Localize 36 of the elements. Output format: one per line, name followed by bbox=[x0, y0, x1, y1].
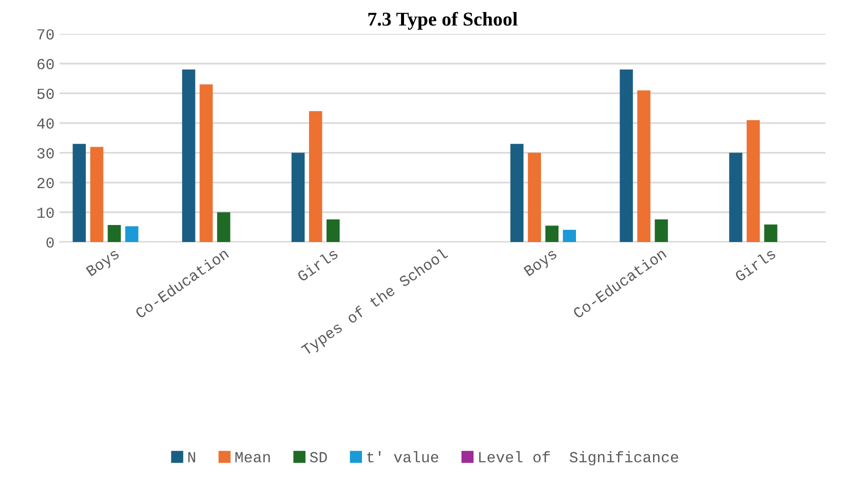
legend-label: N bbox=[188, 452, 196, 462]
y-tick-label: 30 bbox=[37, 148, 54, 158]
bar bbox=[562, 230, 576, 242]
bar bbox=[654, 219, 668, 242]
y-tick-label: 10 bbox=[37, 208, 54, 218]
bar bbox=[200, 84, 213, 242]
bar bbox=[637, 90, 650, 242]
bar bbox=[292, 152, 305, 242]
legend-label: t' value bbox=[367, 451, 438, 462]
bar bbox=[108, 225, 121, 242]
y-tick-label: 0 bbox=[46, 237, 54, 248]
legend-label: Level of Significance bbox=[479, 451, 678, 466]
bar bbox=[528, 152, 541, 242]
y-tick-label: 40 bbox=[37, 118, 54, 129]
bar bbox=[72, 144, 86, 242]
legend-label: Mean bbox=[235, 452, 270, 462]
bar bbox=[764, 224, 778, 242]
bar bbox=[326, 219, 340, 242]
bar bbox=[729, 152, 742, 242]
bar bbox=[125, 226, 138, 242]
y-tick-label: 50 bbox=[37, 88, 54, 100]
x-tick-label: Boys bbox=[86, 248, 122, 279]
bar bbox=[545, 226, 558, 242]
bar bbox=[510, 144, 524, 242]
bar bbox=[309, 111, 322, 242]
y-tick-label: 20 bbox=[37, 178, 54, 188]
chart-title: 7.3 Type of School bbox=[368, 12, 518, 30]
x-tick-label: Boys bbox=[523, 248, 560, 279]
y-tick-label: 70 bbox=[38, 29, 54, 40]
legend-label: SD bbox=[310, 452, 327, 462]
bar bbox=[217, 212, 230, 242]
bar bbox=[90, 146, 104, 242]
y-tick-label: 60 bbox=[38, 58, 54, 70]
bar bbox=[746, 120, 760, 242]
bar bbox=[182, 70, 196, 242]
bar bbox=[620, 70, 633, 242]
